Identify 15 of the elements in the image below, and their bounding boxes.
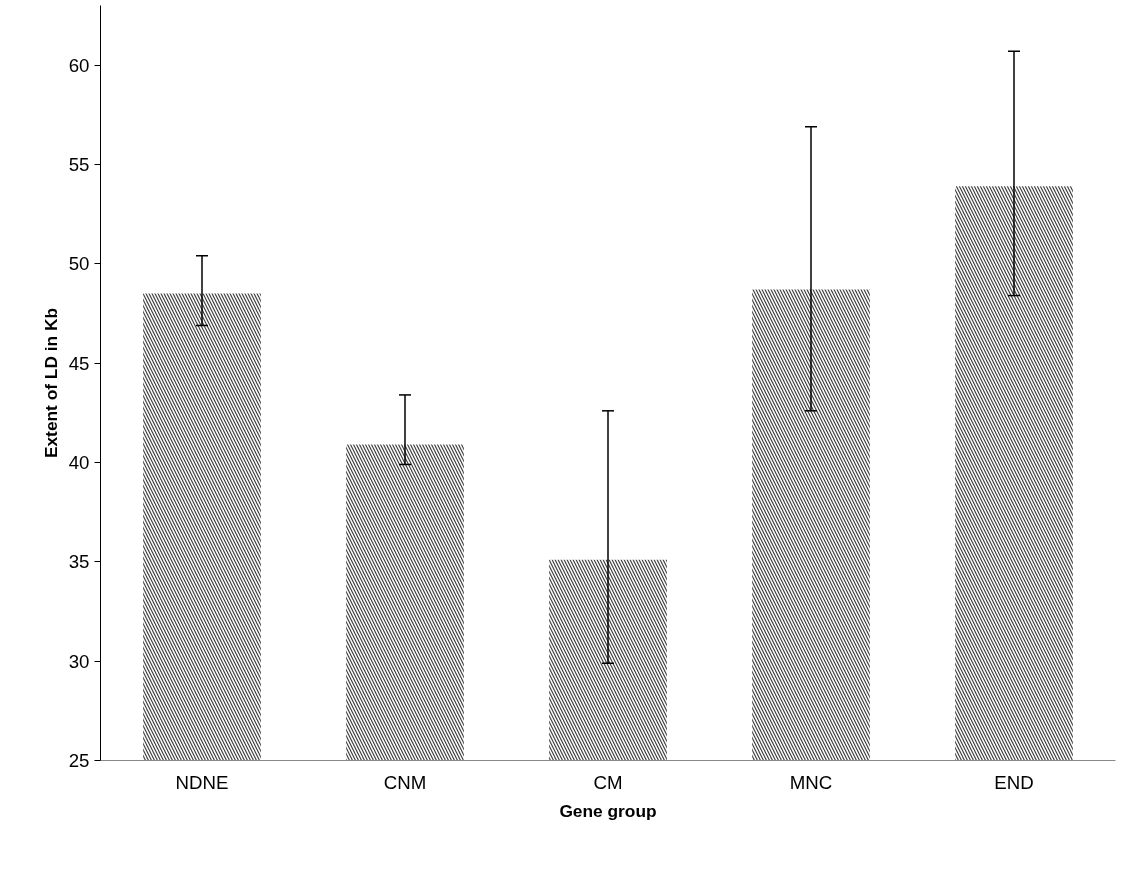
y-tick-label: 60 — [68, 54, 90, 76]
y-tick-label: 30 — [68, 650, 90, 672]
y-tick-label: 50 — [68, 253, 90, 275]
x-tick-label: NDNE — [175, 771, 229, 793]
x-tick-label: CM — [593, 771, 623, 793]
y-tick-label: 25 — [68, 750, 90, 771]
y-tick-label: 45 — [68, 352, 90, 374]
x-axis-title: Gene group — [559, 800, 657, 821]
y-tick-label: 35 — [68, 551, 90, 573]
x-tick-label: CNM — [383, 771, 427, 793]
x-tick-label: MNC — [789, 771, 833, 793]
y-tick-label: 55 — [68, 153, 90, 175]
y-axis-title: Extent of LD in Kb — [40, 307, 61, 459]
y-tick-label: 40 — [68, 451, 90, 473]
x-tick-label: END — [994, 771, 1034, 793]
